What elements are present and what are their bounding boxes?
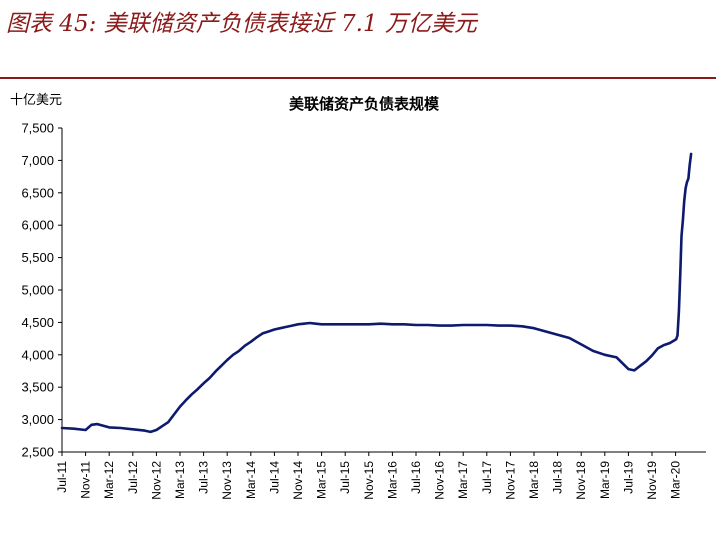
plot-area: [60, 152, 693, 434]
chart-title: 美联储资产负债表规模: [288, 95, 439, 113]
figure-title: 图表 45: 美联储资产负债表接近 7.1 万亿美元: [6, 11, 477, 37]
title-divider: [0, 77, 716, 79]
y-tick-label: 2,500: [21, 445, 54, 460]
x-tick-label: Nov-15: [362, 461, 376, 500]
y-tick-label: 5,000: [21, 283, 54, 298]
y-tick-label: 5,500: [21, 250, 54, 265]
x-tick-label: Jul-11: [55, 461, 69, 493]
x-tick-label: Mar-18: [527, 461, 541, 499]
y-tick-label: 3,000: [21, 412, 54, 427]
x-tick-label: Mar-12: [102, 461, 116, 499]
x-tick-label: Nov-18: [574, 461, 588, 500]
x-tick-label: Jul-19: [621, 461, 635, 494]
y-tick-label: 4,500: [21, 315, 54, 330]
x-tick-label: Jul-15: [338, 461, 352, 494]
y-tick-label: 3,500: [21, 380, 54, 395]
x-tick-label: Nov-17: [503, 461, 517, 500]
x-tick-label: Nov-13: [220, 461, 234, 500]
y-tick-label: 4,000: [21, 347, 54, 362]
x-tick-label: Jul-13: [197, 461, 211, 494]
x-tick-label: Jul-17: [480, 461, 494, 494]
x-tick-label: Mar-17: [456, 461, 470, 499]
y-axis-unit-label: 十亿美元: [10, 93, 63, 108]
x-axis-ticks: Jul-11 Nov-11 Mar-12 Jul-12 Nov-12 Mar-13 Jul-…: [55, 452, 683, 500]
x-tick-label: Jul-16: [409, 461, 423, 494]
x-tick-label: Mar-19: [598, 461, 612, 499]
y-tick-label: 6,500: [21, 185, 54, 200]
y-axis-ticks: 2,500 3,000 3,500 4,000 4,500 5,000 5,500 6,000…: [21, 121, 62, 460]
x-tick-label: Nov-16: [433, 461, 447, 500]
x-tick-label: Mar-15: [315, 461, 329, 499]
series-line-0: [60, 152, 693, 434]
y-tick-label: 6,000: [21, 218, 54, 233]
x-tick-label: Nov-19: [645, 461, 659, 500]
y-tick-label: 7,500: [21, 121, 54, 136]
x-tick-label: Jul-18: [551, 461, 565, 494]
x-tick-label: Mar-20: [669, 461, 683, 499]
x-tick-label: Nov-12: [149, 461, 163, 500]
y-tick-label: 7,000: [21, 153, 54, 168]
x-tick-label: Mar-13: [173, 461, 187, 499]
chart-axes: [61, 128, 706, 453]
x-tick-label: Nov-14: [291, 461, 305, 500]
x-tick-label: Jul-12: [126, 461, 140, 494]
x-tick-label: Mar-14: [244, 461, 258, 499]
x-tick-label: Mar-16: [385, 461, 399, 499]
x-tick-label: Jul-14: [267, 461, 281, 494]
x-tick-label: Nov-11: [79, 461, 93, 499]
